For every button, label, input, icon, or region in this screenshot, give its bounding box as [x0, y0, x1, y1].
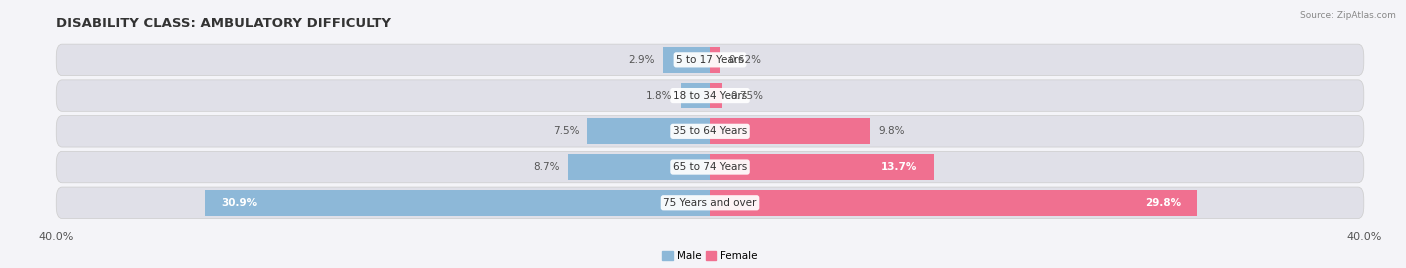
Text: 2.9%: 2.9% — [628, 55, 654, 65]
Text: 0.75%: 0.75% — [731, 91, 763, 100]
Bar — [205, 190, 710, 216]
Bar — [710, 190, 1197, 216]
Text: 9.8%: 9.8% — [879, 126, 905, 136]
FancyBboxPatch shape — [56, 80, 1364, 111]
Text: 7.5%: 7.5% — [553, 126, 579, 136]
Text: 35 to 64 Years: 35 to 64 Years — [673, 126, 747, 136]
Text: DISABILITY CLASS: AMBULATORY DIFFICULTY: DISABILITY CLASS: AMBULATORY DIFFICULTY — [56, 17, 391, 29]
FancyBboxPatch shape — [56, 187, 1364, 218]
Text: 18 to 34 Years: 18 to 34 Years — [673, 91, 747, 100]
Text: 1.8%: 1.8% — [645, 91, 672, 100]
Text: 0.62%: 0.62% — [728, 55, 761, 65]
Text: Source: ZipAtlas.com: Source: ZipAtlas.com — [1301, 11, 1396, 20]
FancyBboxPatch shape — [56, 151, 1364, 183]
Bar — [588, 118, 710, 144]
Bar — [710, 83, 723, 109]
Bar — [662, 47, 710, 73]
Text: 13.7%: 13.7% — [882, 162, 918, 172]
Text: 5 to 17 Years: 5 to 17 Years — [676, 55, 744, 65]
FancyBboxPatch shape — [56, 44, 1364, 76]
Text: 30.9%: 30.9% — [221, 198, 257, 208]
Bar — [681, 83, 710, 109]
Bar — [710, 118, 870, 144]
Text: 75 Years and over: 75 Years and over — [664, 198, 756, 208]
Legend: Male, Female: Male, Female — [658, 247, 762, 265]
Bar — [568, 154, 710, 180]
Text: 29.8%: 29.8% — [1144, 198, 1181, 208]
FancyBboxPatch shape — [56, 116, 1364, 147]
Bar — [710, 154, 934, 180]
Bar — [710, 47, 720, 73]
Text: 65 to 74 Years: 65 to 74 Years — [673, 162, 747, 172]
Text: 8.7%: 8.7% — [533, 162, 560, 172]
